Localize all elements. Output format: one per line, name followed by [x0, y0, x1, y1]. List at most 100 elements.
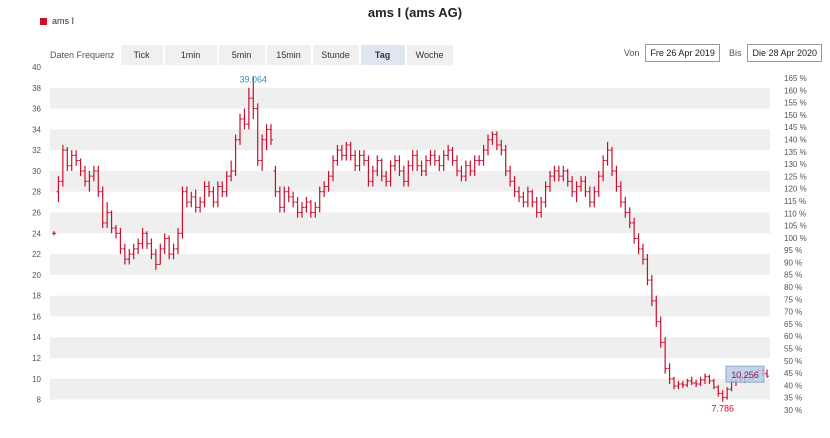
max-value-label: 39.064 [240, 74, 268, 84]
freq-button-tick[interactable]: Tick [120, 45, 163, 65]
y-right-tick-label: 65 % [784, 320, 802, 329]
ohlc-bar [437, 155, 442, 171]
ohlc-bar [689, 376, 694, 386]
ohlc-bar [419, 160, 424, 177]
y-right-tick-label: 45 % [784, 369, 802, 378]
grid-band [50, 295, 770, 317]
legend-label: ams I [52, 16, 75, 26]
ohlc-bar [393, 155, 397, 171]
ohlc-bar [176, 228, 180, 255]
grid-band [50, 87, 770, 109]
y-left-tick-label: 28 [32, 188, 41, 197]
ohlc-bar [587, 186, 592, 208]
ohlc-bar [207, 181, 211, 197]
freq-button-5min[interactable]: 5min [218, 45, 265, 65]
ohlc-bar [494, 131, 499, 151]
ohlc-bar [703, 373, 707, 385]
ohlc-bar [672, 376, 676, 390]
ohlc-bar [534, 196, 539, 218]
ohlc-bar [441, 150, 446, 171]
ohlc-bar [211, 186, 216, 208]
min-value-label: 7.786 [711, 404, 734, 414]
ohlc-bar [654, 295, 659, 327]
y-right-tick-label: 95 % [784, 246, 802, 255]
ohlc-bar [556, 165, 561, 182]
to-date-input[interactable]: Die 28 Apr 2020 [747, 44, 822, 62]
ohlc-bar [698, 376, 703, 387]
y-left-tick-label: 32 [32, 146, 41, 155]
ohlc-bar [618, 181, 623, 208]
ohlc-bar [255, 103, 260, 166]
ohlc-bar [291, 191, 296, 208]
ohlc-bar [335, 144, 340, 166]
ohlc-bar [415, 150, 420, 171]
grid-band [50, 129, 770, 151]
ohlc-bar [503, 144, 508, 177]
ohlc-bar [348, 141, 353, 161]
grid-bands [50, 87, 770, 400]
y-axis-right: 30 % 35 % 40 % 45 % 50 % 55 % 60 % 65 % 70 % 75 %… [784, 74, 807, 415]
ohlc-bar [339, 144, 344, 161]
y-right-tick-label: 55 % [784, 345, 802, 354]
ohlc-bar [198, 196, 203, 213]
ohlc-bar [273, 165, 278, 197]
legend[interactable]: ams I [40, 16, 74, 26]
ohlc-bar [100, 186, 105, 229]
y-right-tick-label: 120 % [784, 185, 807, 194]
ohlc-bar [322, 181, 327, 197]
ohlc-bar [83, 165, 87, 187]
y-left-tick-label: 24 [32, 229, 41, 238]
ohlc-bar [623, 196, 628, 218]
ohlc-bar [122, 243, 127, 265]
ohlc-bar [517, 186, 521, 203]
ohlc-bar [78, 158, 83, 177]
freq-button-tag[interactable]: Tag [360, 45, 405, 65]
ohlc-bar [162, 233, 167, 255]
ohlc-bar [574, 181, 579, 203]
ohlc-bar [521, 191, 526, 208]
ohlc-bar [428, 150, 433, 166]
ohlc-bar [158, 243, 163, 265]
y-left-tick-label: 30 [32, 167, 41, 176]
ohlc-bar [388, 160, 393, 187]
ohlc-bar [685, 378, 690, 388]
ohlc-bar [720, 390, 725, 402]
ohlc-bar [193, 189, 198, 213]
ohlc-bar [171, 243, 176, 260]
ohlc-bar [627, 207, 632, 229]
y-right-tick-label: 155 % [784, 99, 807, 108]
ohlc-bar [397, 155, 402, 177]
freq-button-15min[interactable]: 15min [266, 45, 311, 65]
ohlc-bar [472, 155, 477, 177]
ohlc-bar [725, 387, 730, 400]
ohlc-bar [765, 369, 769, 378]
freq-button-1min[interactable]: 1min [164, 45, 217, 65]
ohlc-bar [149, 238, 154, 260]
y-left-tick-label: 36 [32, 105, 41, 114]
ohlc-bar [353, 150, 358, 171]
freq-button-stunde[interactable]: Stunde [312, 45, 359, 65]
from-label: Von [623, 48, 640, 58]
ohlc-bar [481, 144, 486, 166]
ohlc-bar [468, 160, 473, 177]
freq-button-woche[interactable]: Woche [406, 45, 453, 65]
ohlc-bar [56, 176, 61, 203]
ohlc-bar [167, 235, 172, 260]
ohlc-bar [596, 170, 601, 197]
ohlc-bar [269, 124, 273, 145]
ohlc-bar [145, 231, 149, 249]
ohlc-bar [184, 186, 189, 208]
ohlc-bar [180, 186, 185, 239]
from-date-input[interactable]: Fre 26 Apr 2019 [645, 44, 720, 62]
y-left-tick-label: 22 [32, 250, 41, 259]
ohlc-bar [136, 238, 141, 255]
ohlc-bar [366, 155, 371, 187]
chart-title: ams I (ams AG) [367, 5, 463, 20]
y-right-tick-label: 145 % [784, 123, 807, 132]
ohlc-bar [264, 124, 269, 151]
ohlc-bar [331, 155, 335, 182]
y-right-tick-label: 90 % [784, 258, 802, 267]
ohlc-bar [711, 378, 716, 390]
ohlc-bar [52, 231, 56, 236]
y-right-tick-label: 165 % [784, 74, 807, 83]
